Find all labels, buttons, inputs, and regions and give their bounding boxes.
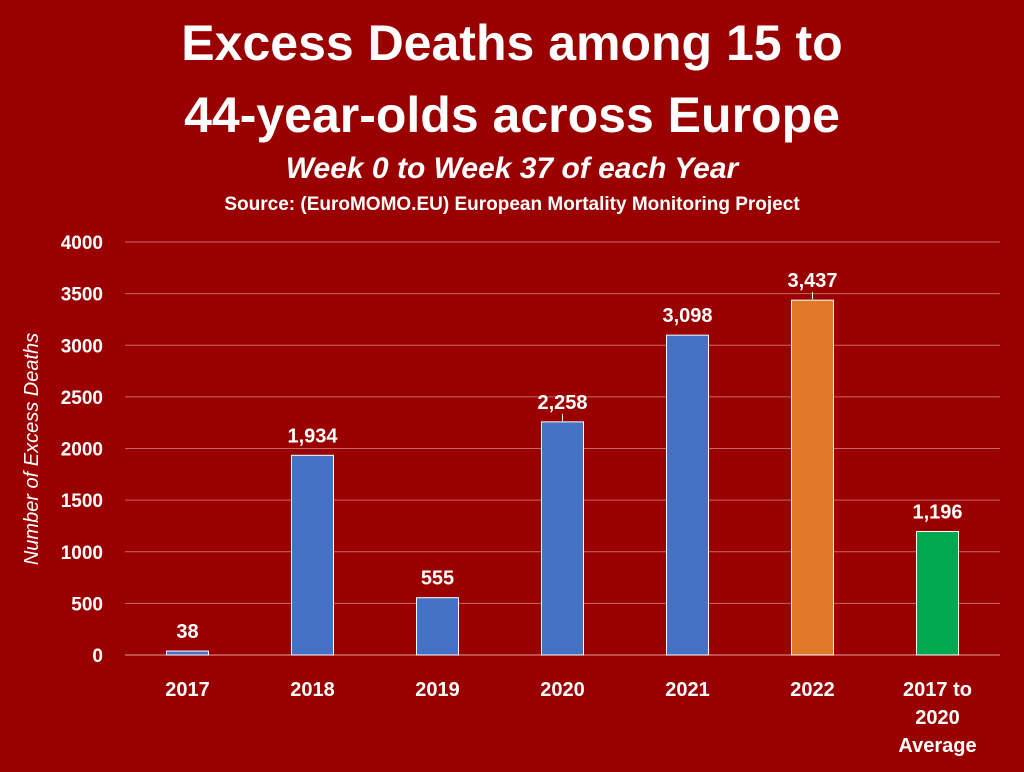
bar [291, 454, 334, 656]
x-tick-label-line: 2022 [790, 679, 835, 701]
x-tick-label-line: 2020 [915, 707, 960, 729]
bar [166, 650, 209, 656]
x-tick-label: 2018 [290, 679, 335, 701]
x-tick-label-line: 2021 [665, 679, 710, 701]
x-tick-label: 2022 [790, 679, 835, 701]
axes: 0 500 1000 1500 2000 2500 3000 3500 4000 2017 2018… [61, 233, 977, 757]
y-tick-label: 500 [71, 594, 103, 615]
x-tick-label-line: 2020 [540, 679, 585, 701]
bars [166, 299, 959, 656]
x-tick-label: 2017 [165, 679, 210, 701]
data-label: 2,258 [537, 392, 587, 414]
x-tick-label: 2021 [665, 679, 710, 701]
x-tick-label-line: 2018 [290, 679, 335, 701]
data-labels: 38 1,934 555 2,258 3,098 3,437 1,196 [176, 270, 962, 643]
x-tick-label-line: Average [898, 735, 976, 757]
chart-source: Source: (EuroMOMO.EU) European Mortality… [224, 194, 800, 215]
data-label: 1,934 [287, 425, 338, 447]
x-tick-label: 2020 [540, 679, 585, 701]
chart-title-line-2: 44-year-olds across Europe [184, 87, 840, 143]
x-tick-label-line: 2017 [165, 679, 210, 701]
y-tick-label: 1500 [61, 491, 103, 512]
data-label: 1,196 [912, 502, 962, 524]
chart-title-line-1: Excess Deaths among 15 to [181, 15, 843, 71]
x-tick-label: 2019 [415, 679, 460, 701]
x-tick-label-line: 2019 [415, 679, 460, 701]
bar [541, 421, 584, 656]
x-tick-label: 2017 to 2020 Average [898, 679, 976, 757]
bar [666, 334, 709, 656]
bar [916, 531, 959, 656]
data-label: 3,437 [787, 270, 837, 292]
y-tick-label: 2000 [61, 440, 103, 461]
bar [416, 597, 459, 656]
chart-subtitle: Week 0 to Week 37 of each Year [285, 152, 739, 185]
y-tick-label: 3500 [61, 285, 103, 306]
y-tick-label: 0 [92, 646, 103, 667]
y-axis-label: Number of Excess Deaths [21, 333, 43, 565]
data-label: 555 [421, 568, 454, 590]
y-tick-label: 2500 [61, 388, 103, 409]
y-tick-label: 1000 [61, 543, 103, 564]
x-tick-label-line: 2017 to [903, 679, 972, 701]
bar [791, 299, 834, 656]
y-tick-label: 3000 [61, 336, 103, 357]
data-label: 3,098 [662, 305, 712, 327]
y-tick-label: 4000 [61, 233, 103, 254]
data-label: 38 [176, 621, 198, 643]
